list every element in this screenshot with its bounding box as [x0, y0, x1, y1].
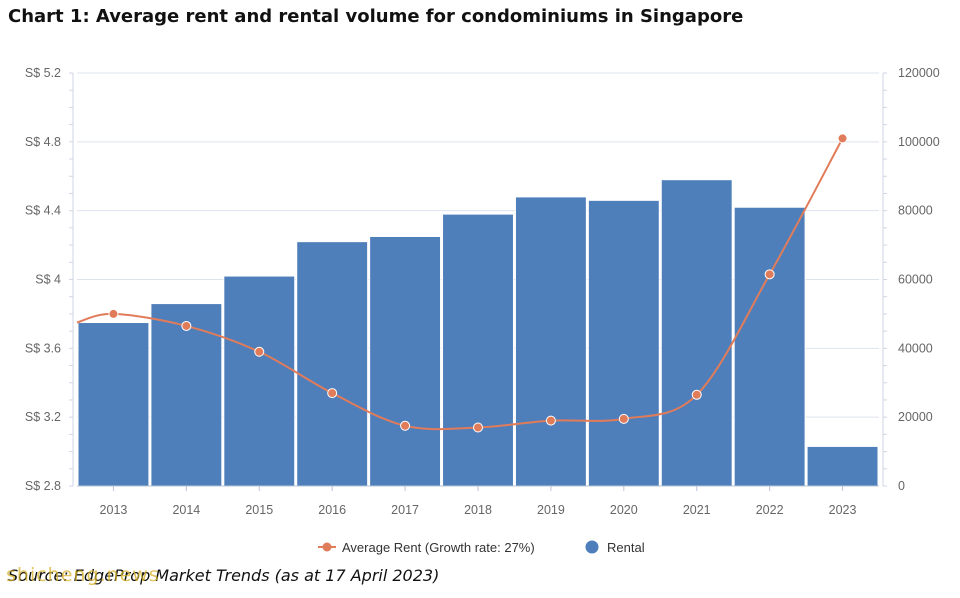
bar-rental-2016: [296, 241, 369, 487]
chart-title: Chart 1: Average rent and rental volume …: [8, 6, 744, 27]
y-right-tick-label: 40000: [898, 341, 933, 355]
x-tick-label: 2022: [756, 503, 784, 517]
x-tick-label: 2018: [464, 503, 492, 517]
bar-rental-2022: [733, 206, 806, 487]
bar-rental-2019: [514, 196, 587, 487]
y-left-tick-label: S$ 5.2: [25, 66, 61, 80]
y-left-tick-label: S$ 3.6: [25, 341, 61, 355]
point-average-rent-2021: [691, 389, 702, 400]
bar-rental-2014: [150, 303, 223, 487]
y-right-tick-label: 20000: [898, 410, 933, 424]
bar-rental-2023: [806, 445, 879, 487]
legend-item-rental[interactable]: Rental: [585, 540, 645, 555]
bar-rental-2017: [369, 235, 442, 487]
y-right-tick-label: 0: [898, 479, 905, 493]
tick-labels: S$ 5.2 120000 S$ 4.8 100000 S$ 4.4 80000 S$ 4 6…: [25, 66, 940, 517]
point-average-rent-2020: [618, 413, 629, 424]
legend-label-average-rent: Average Rent (Growth rate: 27%): [342, 540, 535, 555]
x-tick-label: 2020: [610, 503, 638, 517]
x-tick-label: 2021: [683, 503, 711, 517]
x-tick-label: 2014: [172, 503, 200, 517]
bar-rental-2018: [442, 213, 514, 487]
axes: [69, 72, 887, 491]
point-average-rent-2013: [108, 308, 119, 319]
x-tick-label: 2023: [829, 503, 857, 517]
x-tick-label: 2019: [537, 503, 565, 517]
legend-label-rental: Rental: [607, 540, 645, 555]
y-right-tick-label: 80000: [898, 204, 933, 218]
source-note: Source: EdgeProp Market Trends (as at 17…: [8, 566, 440, 585]
bar-rental-2021: [660, 179, 733, 487]
x-tick-label: 2016: [318, 503, 346, 517]
bar-series-rental: [77, 179, 879, 487]
legend-dot-icon: [585, 540, 599, 554]
point-average-rent-2016: [327, 388, 338, 399]
y-left-tick-label: S$ 4.8: [25, 135, 61, 149]
y-right-tick-label: 60000: [898, 273, 933, 287]
point-average-rent-2019: [545, 415, 556, 426]
legend-item-average-rent[interactable]: Average Rent (Growth rate: 27%): [318, 540, 535, 555]
line-series-average-rent: [76, 133, 848, 433]
y-left-tick-label: S$ 4.4: [25, 204, 61, 218]
x-tick-label: 2015: [245, 503, 273, 517]
point-average-rent-2015: [254, 346, 265, 357]
bar-rental-2015: [223, 275, 296, 487]
point-average-rent-2022: [764, 269, 775, 280]
y-right-tick-label: 100000: [898, 135, 940, 149]
x-tick-label: 2013: [100, 503, 128, 517]
point-average-rent-2017: [400, 420, 411, 431]
point-average-rent-2014: [181, 320, 192, 331]
point-average-rent-2023: [837, 133, 848, 144]
bar-rental-2020: [587, 199, 660, 487]
y-left-tick-label: S$ 2.8: [25, 479, 61, 493]
legend-marker-icon: [322, 542, 332, 552]
y-right-tick-label: 120000: [898, 66, 940, 80]
legend[interactable]: Average Rent (Growth rate: 27%) Rental: [318, 540, 645, 555]
x-tick-label: 2017: [391, 503, 419, 517]
y-left-tick-label: S$ 3.2: [25, 410, 61, 424]
y-left-tick-label: S$ 4: [35, 273, 61, 287]
point-average-rent-2018: [473, 422, 483, 433]
bar-rental-2013: [77, 322, 150, 487]
